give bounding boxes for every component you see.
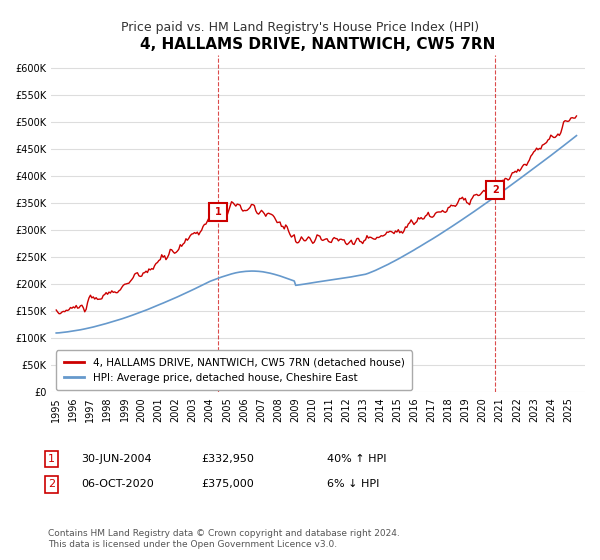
Text: 1: 1 [215, 207, 221, 217]
Text: 30-JUN-2004: 30-JUN-2004 [81, 454, 152, 464]
Title: 4, HALLAMS DRIVE, NANTWICH, CW5 7RN: 4, HALLAMS DRIVE, NANTWICH, CW5 7RN [140, 38, 496, 53]
Text: 40% ↑ HPI: 40% ↑ HPI [327, 454, 386, 464]
Text: Price paid vs. HM Land Registry's House Price Index (HPI): Price paid vs. HM Land Registry's House … [121, 21, 479, 34]
Legend: 4, HALLAMS DRIVE, NANTWICH, CW5 7RN (detached house), HPI: Average price, detach: 4, HALLAMS DRIVE, NANTWICH, CW5 7RN (det… [56, 351, 412, 390]
Text: £332,950: £332,950 [201, 454, 254, 464]
Text: 2: 2 [492, 185, 499, 195]
Text: £375,000: £375,000 [201, 479, 254, 489]
Text: Contains HM Land Registry data © Crown copyright and database right 2024.
This d: Contains HM Land Registry data © Crown c… [48, 529, 400, 549]
Text: 6% ↓ HPI: 6% ↓ HPI [327, 479, 379, 489]
Text: 2: 2 [48, 479, 55, 489]
Text: 1: 1 [48, 454, 55, 464]
Text: 06-OCT-2020: 06-OCT-2020 [81, 479, 154, 489]
